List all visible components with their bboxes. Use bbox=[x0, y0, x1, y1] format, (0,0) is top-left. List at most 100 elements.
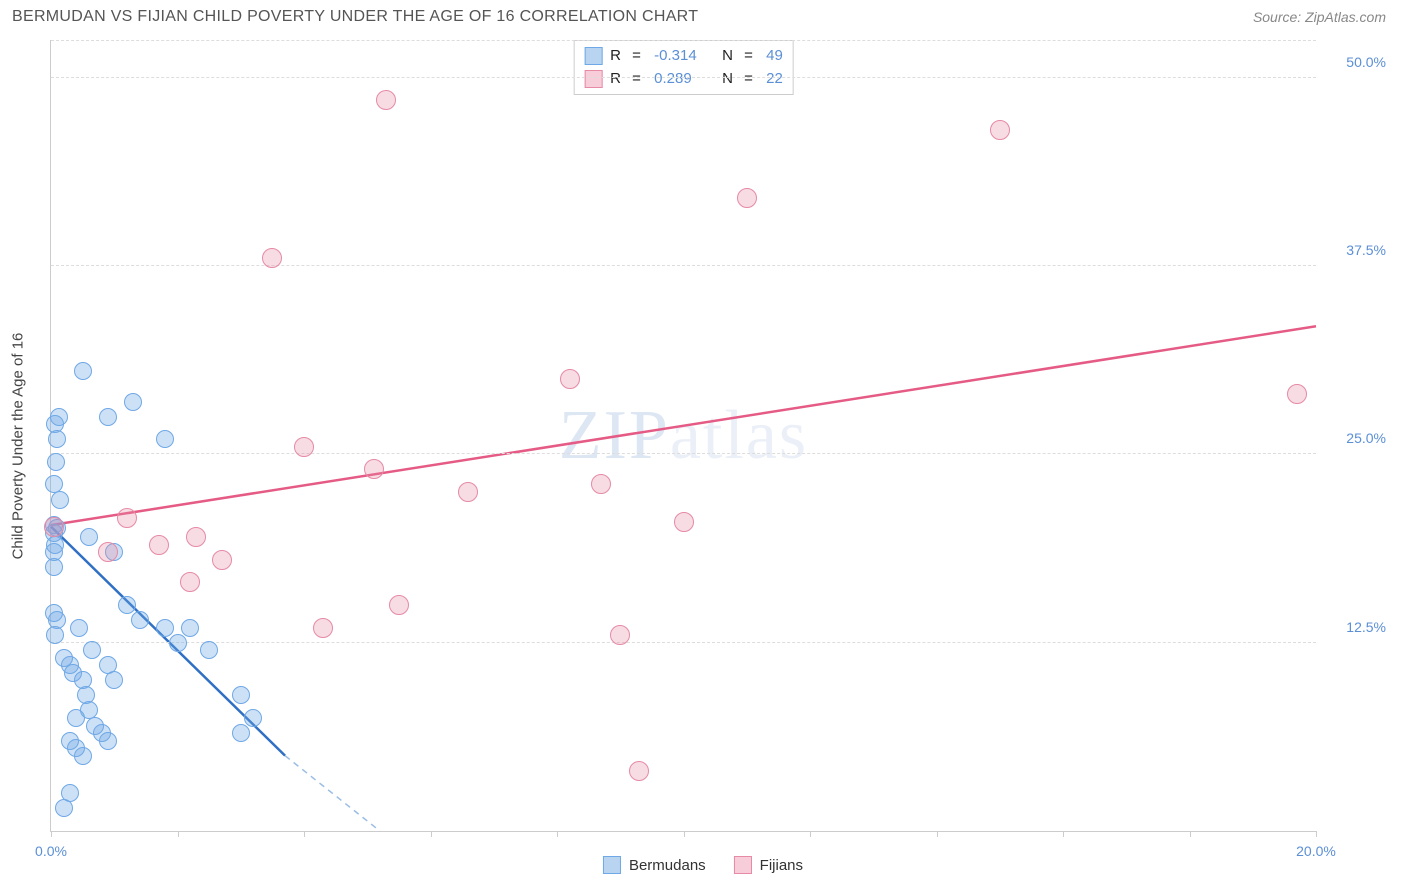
fijians-point bbox=[262, 248, 282, 268]
equals-sign: = bbox=[632, 68, 646, 91]
watermark-zip: ZIP bbox=[559, 397, 670, 474]
bermudans-point bbox=[46, 626, 64, 644]
x-tick bbox=[178, 831, 179, 837]
bermudans-point bbox=[131, 611, 149, 629]
bermudans-point bbox=[74, 362, 92, 380]
bermudans-point bbox=[45, 558, 63, 576]
fijians-point bbox=[990, 120, 1010, 140]
trend-line bbox=[285, 756, 380, 831]
bermudans-point bbox=[118, 596, 136, 614]
fijians-point bbox=[294, 437, 314, 457]
bermudans-point bbox=[99, 732, 117, 750]
fijians-point bbox=[180, 572, 200, 592]
r-label: R bbox=[610, 45, 624, 68]
fijians-point bbox=[389, 595, 409, 615]
legend-swatch bbox=[584, 47, 602, 65]
correlation-legend: R=-0.314N=49R=0.289N=22 bbox=[573, 40, 794, 95]
fijians-point bbox=[560, 369, 580, 389]
equals-sign: = bbox=[744, 45, 758, 68]
fijians-point bbox=[364, 459, 384, 479]
x-tick bbox=[937, 831, 938, 837]
x-tick bbox=[557, 831, 558, 837]
fijians-point bbox=[737, 188, 757, 208]
x-tick bbox=[431, 831, 432, 837]
fijians-point bbox=[674, 512, 694, 532]
fijians-point bbox=[458, 482, 478, 502]
legend-swatch bbox=[734, 856, 752, 874]
fijians-point bbox=[376, 90, 396, 110]
fijians-point bbox=[117, 508, 137, 528]
scatter-chart: ZIPatlas R=-0.314N=49R=0.289N=22 12.5%25… bbox=[50, 40, 1316, 832]
x-tick bbox=[304, 831, 305, 837]
gridline bbox=[51, 265, 1316, 266]
source-prefix: Source: bbox=[1253, 9, 1305, 25]
x-tick bbox=[1190, 831, 1191, 837]
n-label: N bbox=[722, 45, 736, 68]
bermudans-point bbox=[124, 393, 142, 411]
gridline bbox=[51, 642, 1316, 643]
legend-swatch bbox=[584, 70, 602, 88]
series-legend: Bermudans Fijians bbox=[603, 856, 803, 874]
fijians-point bbox=[98, 542, 118, 562]
fijians-point bbox=[186, 527, 206, 547]
gridline bbox=[51, 40, 1316, 41]
bermudans-point bbox=[46, 536, 64, 554]
x-tick bbox=[51, 831, 52, 837]
bermudans-point bbox=[48, 430, 66, 448]
bermudans-point bbox=[74, 747, 92, 765]
bermudans-point bbox=[99, 408, 117, 426]
fijians-point bbox=[149, 535, 169, 555]
bermudans-point bbox=[169, 634, 187, 652]
bermudans-point bbox=[47, 453, 65, 471]
bermudans-point bbox=[50, 408, 68, 426]
legend-label: Bermudans bbox=[629, 857, 706, 874]
chart-title: BERMUDAN VS FIJIAN CHILD POVERTY UNDER T… bbox=[12, 8, 698, 26]
bermudans-point bbox=[156, 619, 174, 637]
bermudans-point bbox=[232, 724, 250, 742]
fijians-point bbox=[610, 625, 630, 645]
watermark-atlas: atlas bbox=[670, 397, 808, 474]
y-axis-title: Child Poverty Under the Age of 16 bbox=[10, 333, 27, 560]
bermudans-point bbox=[83, 641, 101, 659]
bermudans-point bbox=[80, 528, 98, 546]
bermudans-point bbox=[51, 491, 69, 509]
x-tick bbox=[1316, 831, 1317, 837]
legend-swatch bbox=[603, 856, 621, 874]
header-bar: BERMUDAN VS FIJIAN CHILD POVERTY UNDER T… bbox=[0, 0, 1406, 30]
bermudans-point bbox=[67, 709, 85, 727]
fijians-point bbox=[591, 474, 611, 494]
bermudans-point bbox=[200, 641, 218, 659]
equals-sign: = bbox=[632, 45, 646, 68]
x-tick bbox=[1063, 831, 1064, 837]
correlation-legend-row: R=-0.314N=49 bbox=[584, 45, 783, 68]
n-value: 22 bbox=[766, 68, 783, 91]
fijians-point bbox=[44, 517, 64, 537]
n-label: N bbox=[722, 68, 736, 91]
x-tick-label: 0.0% bbox=[35, 843, 67, 859]
bermudans-point bbox=[181, 619, 199, 637]
fijians-point bbox=[313, 618, 333, 638]
trend-line bbox=[51, 326, 1316, 525]
trend-lines-layer bbox=[51, 40, 1316, 831]
watermark: ZIPatlas bbox=[559, 396, 808, 476]
source-attribution: Source: ZipAtlas.com bbox=[1253, 9, 1386, 25]
legend-item: Fijians bbox=[734, 856, 803, 874]
source-name: ZipAtlas.com bbox=[1305, 9, 1386, 25]
bermudans-point bbox=[232, 686, 250, 704]
bermudans-point bbox=[55, 799, 73, 817]
bermudans-point bbox=[105, 671, 123, 689]
y-tick-label: 25.0% bbox=[1326, 430, 1386, 446]
bermudans-point bbox=[244, 709, 262, 727]
correlation-legend-row: R=0.289N=22 bbox=[584, 68, 783, 91]
bermudans-point bbox=[70, 619, 88, 637]
y-tick-label: 12.5% bbox=[1326, 619, 1386, 635]
bermudans-point bbox=[156, 430, 174, 448]
legend-label: Fijians bbox=[760, 857, 803, 874]
y-tick-label: 50.0% bbox=[1326, 54, 1386, 70]
gridline bbox=[51, 453, 1316, 454]
x-tick bbox=[810, 831, 811, 837]
x-tick-label: 20.0% bbox=[1296, 843, 1336, 859]
r-label: R bbox=[610, 68, 624, 91]
legend-item: Bermudans bbox=[603, 856, 706, 874]
fijians-point bbox=[212, 550, 232, 570]
